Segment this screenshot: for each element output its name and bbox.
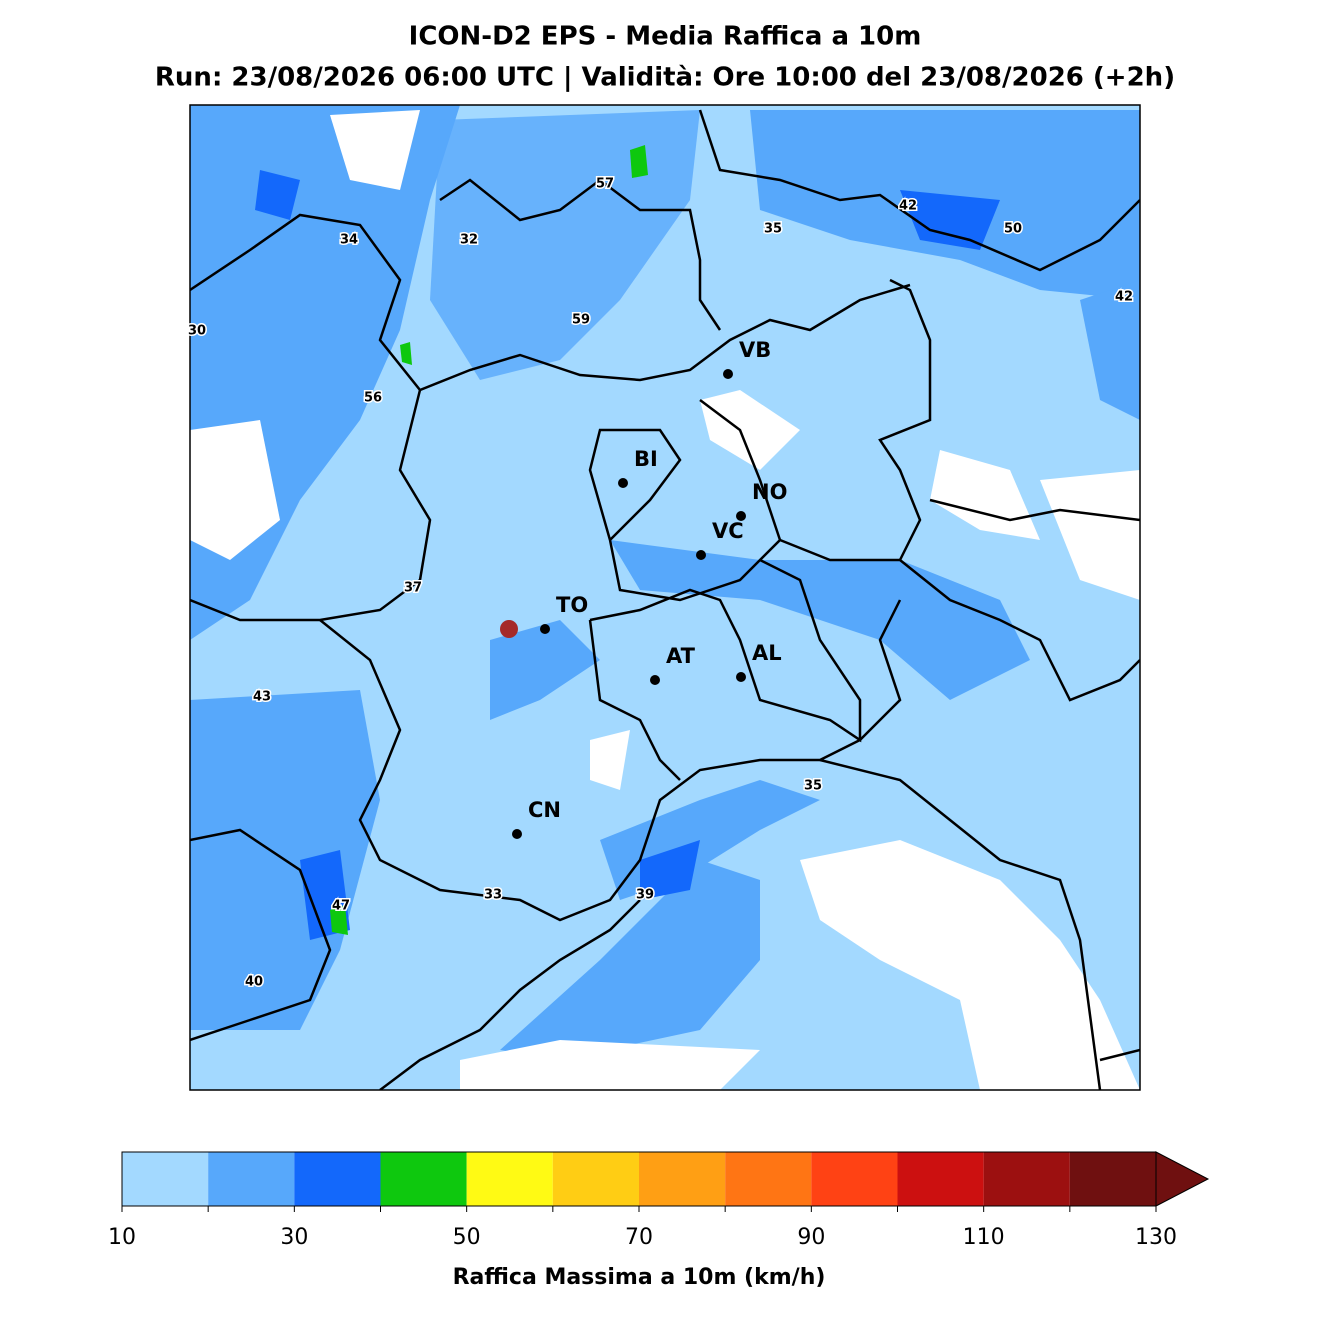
contour-label: 47 [332, 899, 350, 914]
colorbar-swatch [639, 1152, 726, 1206]
gust-area-strong [255, 170, 1000, 940]
city-label: BI [634, 447, 658, 471]
colorbar-swatch [811, 1152, 898, 1206]
borders [190, 109, 1140, 1090]
colorbar-swatch [466, 1152, 553, 1206]
location-marker [500, 620, 518, 638]
colorbar-tick-label: 90 [797, 1225, 825, 1250]
map-frame [189, 104, 1141, 1091]
colorbar-extension [1155, 1151, 1210, 1207]
colorbar-tick-label: 110 [963, 1225, 1005, 1250]
city-dot [696, 550, 706, 560]
colorbar-tick-label: 130 [1135, 1225, 1177, 1250]
city-dot [540, 624, 550, 634]
colorbar-swatch [897, 1152, 984, 1206]
contour-label: 57 [596, 177, 614, 192]
contour-label: 30 [188, 324, 206, 339]
colorbar-swatch [983, 1152, 1070, 1206]
contour-label: 33 [484, 888, 502, 903]
contour-label: 40 [245, 975, 263, 990]
city-dot [618, 478, 628, 488]
contour-label: 34 [340, 233, 358, 248]
colorbar-swatch [380, 1152, 467, 1206]
contour-label: 37 [404, 581, 422, 596]
gust-area-high [330, 145, 648, 935]
colorbar-tick-label: 30 [280, 1225, 308, 1250]
colorbar-label: Raffica Massima a 10m (km/h) [453, 1265, 826, 1290]
city-dot [736, 672, 746, 682]
contour-label: 43 [253, 690, 271, 705]
subtitle: Run: 23/08/2026 06:00 UTC | Validità: Or… [155, 63, 1175, 93]
calm-area [190, 110, 1140, 1090]
contour-label: 59 [572, 313, 590, 328]
contour-label: 50 [1004, 222, 1022, 237]
city-dot [650, 675, 660, 685]
colorbar-swatch [208, 1152, 295, 1206]
colorbar-tick-label: 50 [453, 1225, 481, 1250]
city-dot [736, 511, 746, 521]
contour-label: 39 [636, 888, 654, 903]
colorbar-tick-label: 70 [625, 1225, 653, 1250]
city-label: VB [739, 338, 771, 362]
contour-label: 42 [899, 199, 917, 214]
contour-label: 42 [1115, 290, 1133, 305]
contour-label: 35 [764, 222, 782, 237]
city-label: AL [752, 641, 782, 665]
title: ICON-D2 EPS - Media Raffica a 10m [409, 22, 922, 52]
city-label: TO [556, 593, 588, 617]
colorbar-swatch [122, 1152, 209, 1206]
city-label: NO [752, 480, 787, 504]
colorbar-tick-label: 10 [108, 1225, 136, 1250]
city-label: AT [666, 644, 696, 668]
city-dot [512, 829, 522, 839]
colorbar-swatch [294, 1152, 381, 1206]
city-label: VC [712, 519, 744, 543]
city-label: CN [528, 798, 561, 822]
colorbar-swatch [552, 1152, 639, 1206]
contour-label: 56 [364, 391, 382, 406]
contour-label: 32 [460, 233, 478, 248]
contour-label: 35 [804, 779, 822, 794]
city-dot [723, 369, 733, 379]
colorbar-swatch [1069, 1152, 1156, 1206]
map [190, 105, 1140, 1090]
colorbar-swatch [725, 1152, 812, 1206]
